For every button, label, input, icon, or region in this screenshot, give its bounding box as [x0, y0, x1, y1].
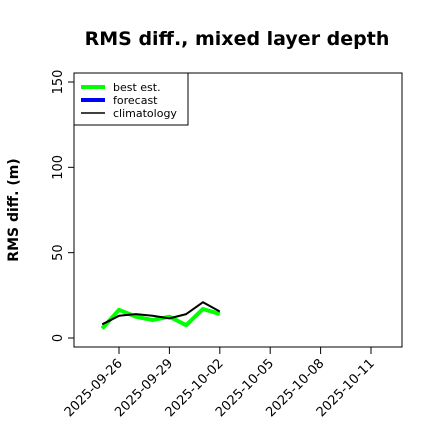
series-line-climatology: [101, 301, 221, 326]
y-axis: 0 50 100 150: [51, 70, 74, 342]
legend-label: climatology: [113, 107, 177, 120]
x-axis: 2025-09-262025-09-292025-10-022025-10-05…: [62, 347, 378, 420]
legend-label: forecast: [113, 94, 158, 107]
y-tick-label: 100: [51, 155, 66, 180]
series-layer: [100, 301, 221, 330]
y-axis-label: RMS diff. (m): [6, 158, 22, 261]
y-tick-label: 0: [51, 334, 66, 342]
series-line-best-est: [100, 307, 221, 330]
y-tick-label: 50: [51, 244, 66, 261]
y-tick-label: 150: [51, 70, 66, 95]
chart-title: RMS diff., mixed layer depth: [85, 28, 390, 50]
plot-frame: [73, 72, 403, 348]
legend-label: best est.: [113, 81, 161, 94]
